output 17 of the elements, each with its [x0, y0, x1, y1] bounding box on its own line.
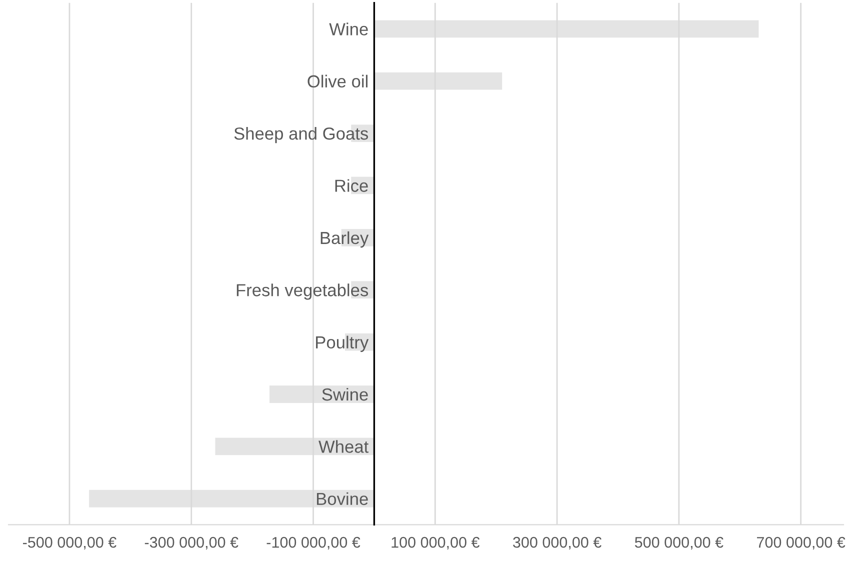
y-tick-label: Rice [335, 179, 368, 192]
y-tick-label: Wheat [318, 440, 369, 453]
x-tick-label: 700 000,00 € [757, 536, 846, 550]
x-tick-label: -100 000,00 € [266, 536, 360, 550]
x-tick-label: 300 000,00 € [513, 536, 602, 550]
y-tick-label: Fresh vegetables [236, 284, 368, 300]
y-tick-label: Sheep and Goats [234, 127, 368, 144]
y-tick-label: Bovine [316, 492, 368, 506]
y-tick-label: Barley [320, 231, 369, 248]
x-tick-label: -500 000,00 € [23, 536, 116, 550]
x-tick-label: -300 000,00 € [144, 536, 238, 550]
x-tick-label: 100 000,00 € [392, 536, 480, 550]
y-tick-label: Olive oil [308, 74, 368, 88]
x-tick-label: 500 000,00 € [634, 536, 724, 550]
y-tick-label: Swine [322, 388, 368, 401]
y-tick-label: Poultry [316, 336, 369, 352]
y-tick-label: Wine [329, 22, 368, 36]
